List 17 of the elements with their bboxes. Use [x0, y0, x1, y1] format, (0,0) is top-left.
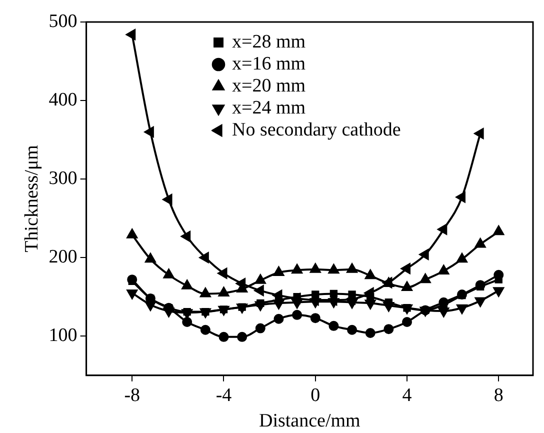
legend-label: x=24 mm [232, 97, 306, 118]
y-tick-label: 100 [48, 325, 78, 346]
x-tick-label: 8 [494, 384, 504, 406]
x-tick-label: 4 [402, 384, 412, 406]
legend-label: x=20 mm [232, 75, 306, 96]
y-axis-title: Thickness/μm [21, 144, 42, 252]
x-tick-label: -8 [124, 384, 140, 406]
legend-label: No secondary cathode [232, 119, 401, 140]
y-tick-label: 200 [48, 246, 78, 268]
y-tick-label: 500 [48, 10, 78, 32]
legend-label: x=28 mm [232, 31, 306, 52]
legend-label: x=16 mm [232, 53, 306, 74]
x-axis-title: Distance/mm [258, 410, 361, 432]
y-tick-label: 300 [48, 168, 78, 190]
x-tick-label: 0 [310, 384, 320, 406]
x-tick-label: -4 [216, 384, 232, 406]
y-tick-label: 400 [48, 90, 78, 111]
